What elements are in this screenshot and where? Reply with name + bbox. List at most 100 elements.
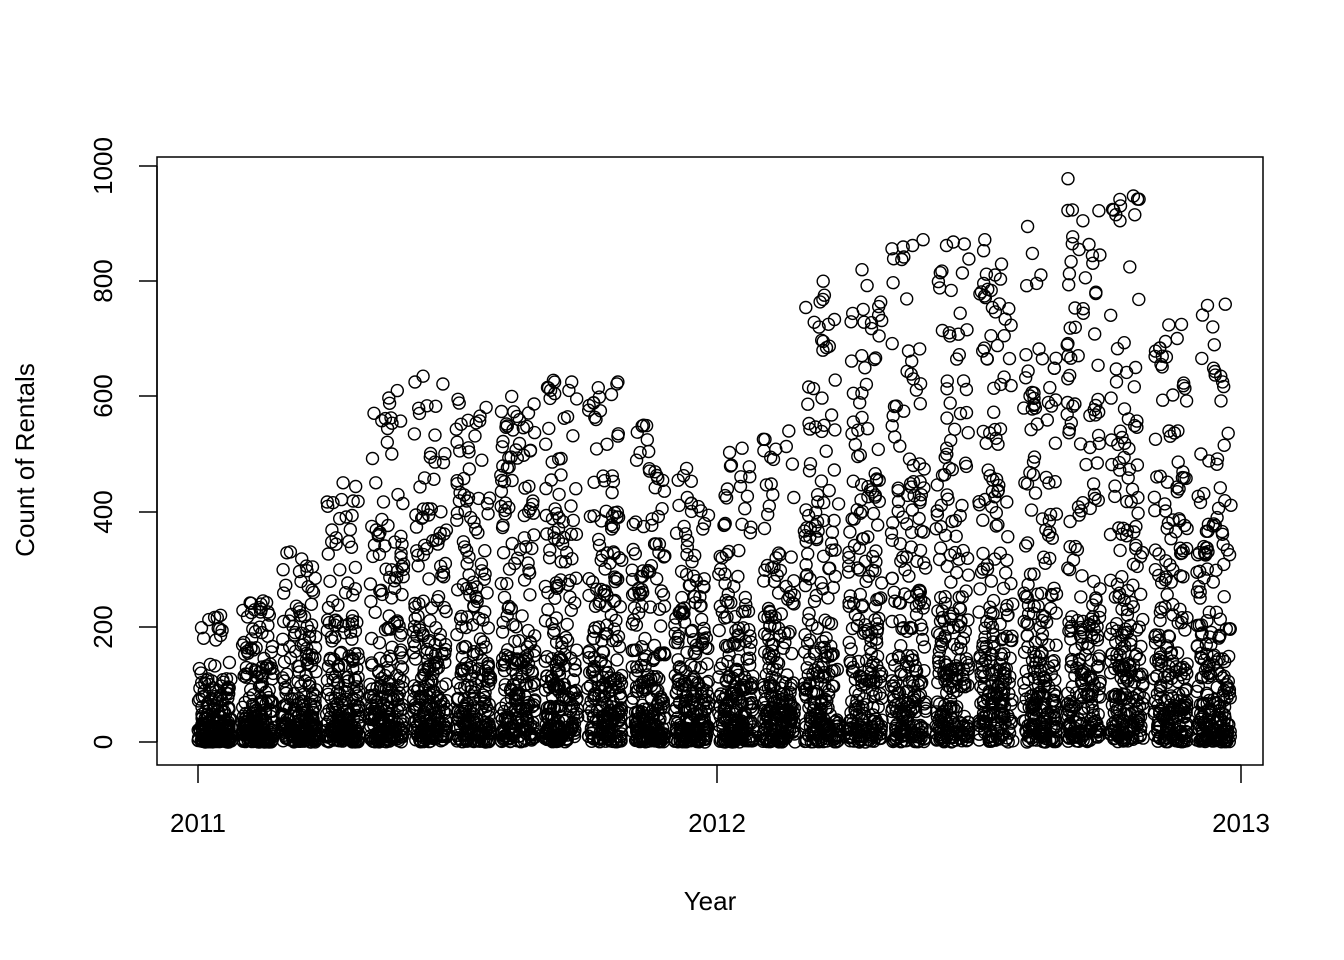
data-point: [255, 660, 269, 674]
data-point: [236, 603, 250, 618]
data-point: [207, 610, 222, 625]
data-point: [1004, 633, 1018, 647]
data-point: [496, 652, 510, 666]
data-point: [423, 450, 437, 464]
data-point: [331, 658, 346, 673]
data-point: [527, 425, 542, 440]
data-point: [346, 588, 360, 602]
data-point: [724, 458, 739, 472]
data-point: [261, 605, 275, 619]
data-point: [1025, 246, 1040, 261]
data-point: [566, 429, 580, 443]
data-point: [512, 413, 527, 427]
data-point: [192, 661, 207, 676]
data-point: [438, 642, 453, 657]
data-point: [519, 660, 533, 675]
data-point: [712, 623, 726, 638]
data-point: [482, 491, 497, 505]
data-point: [893, 614, 907, 628]
data-point: [346, 651, 360, 666]
data-point: [250, 728, 264, 742]
data-point: [455, 620, 469, 634]
data-point: [364, 594, 378, 609]
data-point: [654, 619, 668, 633]
data-point: [560, 617, 574, 632]
data-point: [438, 647, 452, 661]
data-point: [283, 651, 298, 665]
data-point: [679, 461, 694, 476]
data-point: [449, 719, 464, 733]
data-point: [339, 510, 353, 524]
data-point: [822, 483, 836, 498]
data-point: [348, 582, 362, 596]
data-point: [1000, 553, 1014, 567]
data-point: [819, 444, 833, 458]
data-point: [495, 520, 510, 535]
data-point: [337, 658, 352, 673]
data-point: [384, 411, 398, 425]
data-point: [1020, 219, 1035, 234]
data-point: [1087, 574, 1101, 589]
data-point: [516, 421, 530, 435]
data-point: [407, 692, 421, 706]
data-point: [521, 406, 536, 420]
data-point: [365, 519, 379, 534]
data-point: [822, 561, 836, 576]
data-point: [339, 713, 353, 727]
data-point: [973, 582, 987, 596]
data-point: [871, 442, 885, 457]
data-point: [976, 513, 990, 527]
data-point: [893, 537, 907, 551]
data-point: [824, 408, 839, 422]
data-point: [888, 430, 902, 444]
data-point: [868, 599, 882, 613]
data-point: [344, 540, 359, 554]
data-point: [932, 552, 947, 567]
data-point: [944, 575, 958, 589]
data-point: [428, 428, 442, 442]
data-point: [956, 374, 971, 388]
data-point: [961, 568, 976, 582]
data-point: [562, 383, 576, 398]
data-point: [351, 652, 366, 666]
data-point: [1018, 539, 1033, 553]
data-point: [334, 645, 349, 660]
data-point: [390, 693, 405, 707]
data-point: [237, 715, 251, 730]
data-point: [480, 497, 495, 511]
data-point: [509, 443, 523, 457]
data-point: [858, 361, 872, 375]
data-point: [222, 732, 236, 746]
data-point: [510, 409, 524, 424]
data-point: [308, 694, 322, 708]
data-point: [640, 433, 654, 447]
data-point: [885, 336, 899, 351]
data-point: [450, 513, 464, 527]
data-point: [467, 600, 481, 614]
data-point: [379, 654, 394, 668]
data-point: [761, 507, 775, 522]
data-point: [656, 588, 671, 602]
data-point: [495, 440, 509, 454]
data-point: [417, 471, 432, 485]
data-point: [393, 628, 408, 643]
data-point: [987, 405, 1001, 419]
data-point: [384, 591, 399, 605]
data-point: [394, 660, 408, 674]
data-point: [246, 622, 260, 636]
data-point: [1091, 358, 1105, 372]
data-point: [1061, 278, 1076, 292]
data-point: [263, 657, 277, 671]
data-point: [1064, 351, 1078, 365]
data-point: [458, 699, 472, 713]
data-point: [436, 377, 450, 391]
data-point: [1064, 254, 1078, 269]
data-point: [244, 662, 259, 676]
data-point: [304, 659, 319, 673]
data-point: [498, 648, 513, 662]
data-point: [303, 679, 317, 693]
data-point: [480, 586, 494, 600]
data-point: [348, 560, 363, 575]
data-point: [780, 668, 794, 682]
data-point: [431, 689, 445, 703]
